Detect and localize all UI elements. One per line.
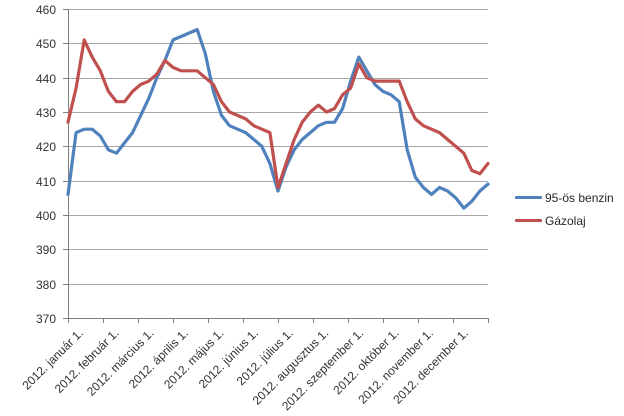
- series-line-benzin: [66, 28, 490, 210]
- gazolaj-line-swatch: [515, 219, 542, 222]
- legend-label-gazolaj: Gázolaj: [545, 213, 586, 228]
- y-tick-label: 460: [35, 2, 56, 17]
- benzin-line-swatch: [515, 196, 542, 199]
- y-tick-label: 450: [35, 36, 56, 51]
- y-tick-label: 380: [35, 277, 56, 292]
- y-tick-label: 440: [35, 71, 56, 86]
- y-tick-label: 390: [35, 242, 56, 257]
- legend-item-benzin: 95-ös benzin: [515, 189, 614, 206]
- legend: 95-ös benzin Gázolaj: [515, 189, 614, 235]
- y-tick-label: 370: [35, 311, 56, 326]
- legend-label-benzin: 95-ös benzin: [545, 190, 614, 205]
- legend-item-gazolaj: Gázolaj: [515, 212, 614, 229]
- y-tick-label: 430: [35, 105, 56, 120]
- y-tick-label: 400: [35, 208, 56, 223]
- y-tick-label: 420: [35, 139, 56, 154]
- y-tick-label: 410: [35, 174, 56, 189]
- series-line-gazolaj: [66, 38, 490, 190]
